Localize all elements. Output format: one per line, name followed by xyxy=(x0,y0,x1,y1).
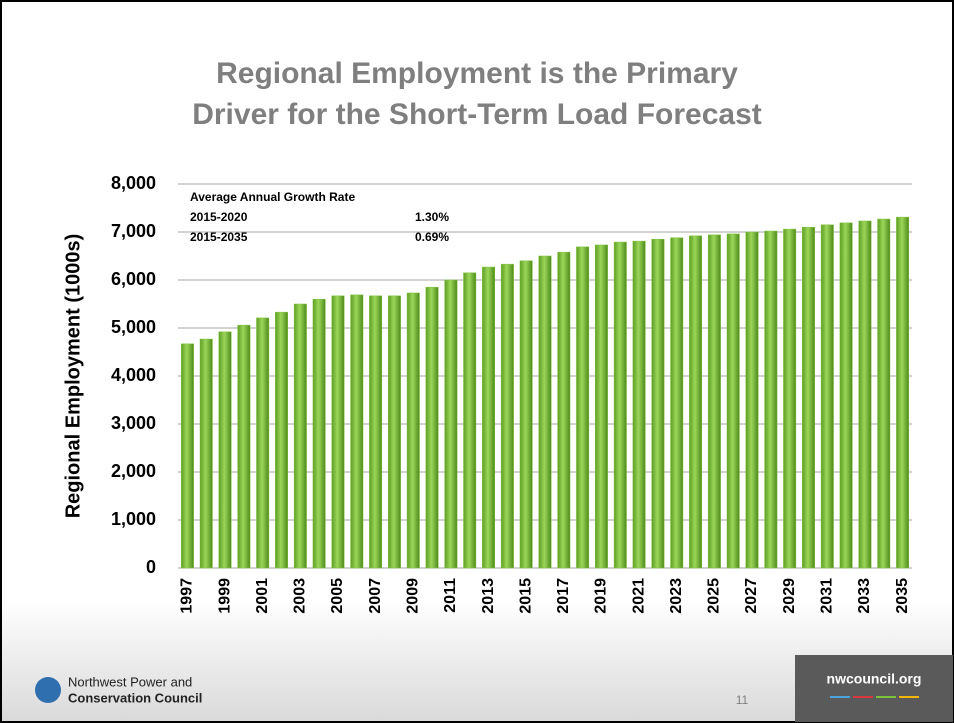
y-tick-label: 7,000 xyxy=(111,221,156,241)
bar xyxy=(576,246,590,569)
bar xyxy=(839,222,853,569)
site-box xyxy=(795,655,953,722)
bar xyxy=(218,331,232,569)
bar xyxy=(293,303,307,569)
logo-text: Northwest Power and xyxy=(68,674,192,689)
bar xyxy=(858,220,872,569)
bar xyxy=(482,266,495,569)
x-tick-label: 2031 xyxy=(819,578,836,614)
bar xyxy=(463,272,477,569)
bar xyxy=(275,311,288,569)
bar xyxy=(387,295,401,569)
annotation-rate: 1.30% xyxy=(415,210,449,224)
x-tick-label: 1997 xyxy=(179,578,196,614)
bar xyxy=(256,317,270,569)
bar xyxy=(237,324,251,569)
x-tick-label: 2023 xyxy=(668,578,685,614)
bar xyxy=(312,298,326,569)
bar xyxy=(764,230,778,569)
bar xyxy=(707,234,721,569)
annotation-period: 2015-2035 xyxy=(190,230,248,244)
x-tick-label: 2013 xyxy=(480,578,497,614)
bar xyxy=(500,263,514,569)
bar xyxy=(632,240,646,569)
title-line: Regional Employment is the Primary xyxy=(216,57,738,90)
y-tick-label: 2,000 xyxy=(111,461,156,481)
site-text: nwcouncil.org xyxy=(827,671,922,687)
y-tick-label: 0 xyxy=(146,557,156,577)
bar xyxy=(180,343,194,569)
bar xyxy=(519,260,533,569)
bar xyxy=(613,241,627,569)
bar xyxy=(783,228,797,569)
x-tick-label: 2011 xyxy=(442,578,459,613)
bar xyxy=(726,233,740,569)
x-tick-label: 1999 xyxy=(216,578,233,614)
x-tick-label: 2029 xyxy=(781,578,798,614)
bar xyxy=(651,238,665,569)
x-tick-label: 2003 xyxy=(292,578,309,614)
x-tick-label: 2027 xyxy=(743,578,760,614)
y-tick-label: 8,000 xyxy=(111,173,156,193)
bar xyxy=(369,295,383,569)
bar xyxy=(745,231,759,569)
bar xyxy=(896,216,910,569)
bar xyxy=(689,235,703,569)
page-number: 11 xyxy=(736,693,749,707)
y-tick-label: 4,000 xyxy=(111,365,156,385)
x-tick-label: 2005 xyxy=(329,578,346,614)
bar xyxy=(877,218,891,569)
bar xyxy=(595,244,608,569)
y-tick-label: 5,000 xyxy=(111,317,156,337)
x-tick-label: 2021 xyxy=(630,578,647,614)
bar xyxy=(820,224,834,569)
bar xyxy=(425,286,439,569)
y-tick-label: 1,000 xyxy=(111,509,156,529)
y-tick-label: 6,000 xyxy=(111,269,156,289)
x-tick-label: 2001 xyxy=(254,578,271,614)
annotation-rate: 0.69% xyxy=(415,230,449,244)
x-tick-label: 2033 xyxy=(856,578,873,614)
x-tick-label: 2035 xyxy=(894,578,911,614)
bar xyxy=(350,294,364,569)
x-tick-label: 2025 xyxy=(706,578,723,614)
bar xyxy=(670,237,684,569)
x-tick-label: 2015 xyxy=(517,578,534,614)
bar xyxy=(199,338,213,569)
bar xyxy=(331,295,345,569)
x-tick-label: 2017 xyxy=(555,578,572,614)
bar xyxy=(538,255,552,569)
bar xyxy=(557,251,571,569)
bar xyxy=(802,226,815,569)
annotation-period: 2015-2020 xyxy=(190,210,248,224)
x-tick-label: 2007 xyxy=(367,578,384,614)
x-tick-label: 2009 xyxy=(404,578,421,614)
bar xyxy=(406,292,420,569)
logo-icon xyxy=(35,677,61,703)
logo-text: Conservation Council xyxy=(68,690,202,705)
y-axis-title: Regional Employment (1000s) xyxy=(62,234,84,519)
x-tick-label: 2019 xyxy=(593,578,610,614)
bar xyxy=(444,279,458,569)
title-line: Driver for the Short-Term Load Forecast xyxy=(192,98,762,131)
annotation-title: Average Annual Growth Rate xyxy=(190,190,355,204)
y-tick-label: 3,000 xyxy=(111,413,156,433)
